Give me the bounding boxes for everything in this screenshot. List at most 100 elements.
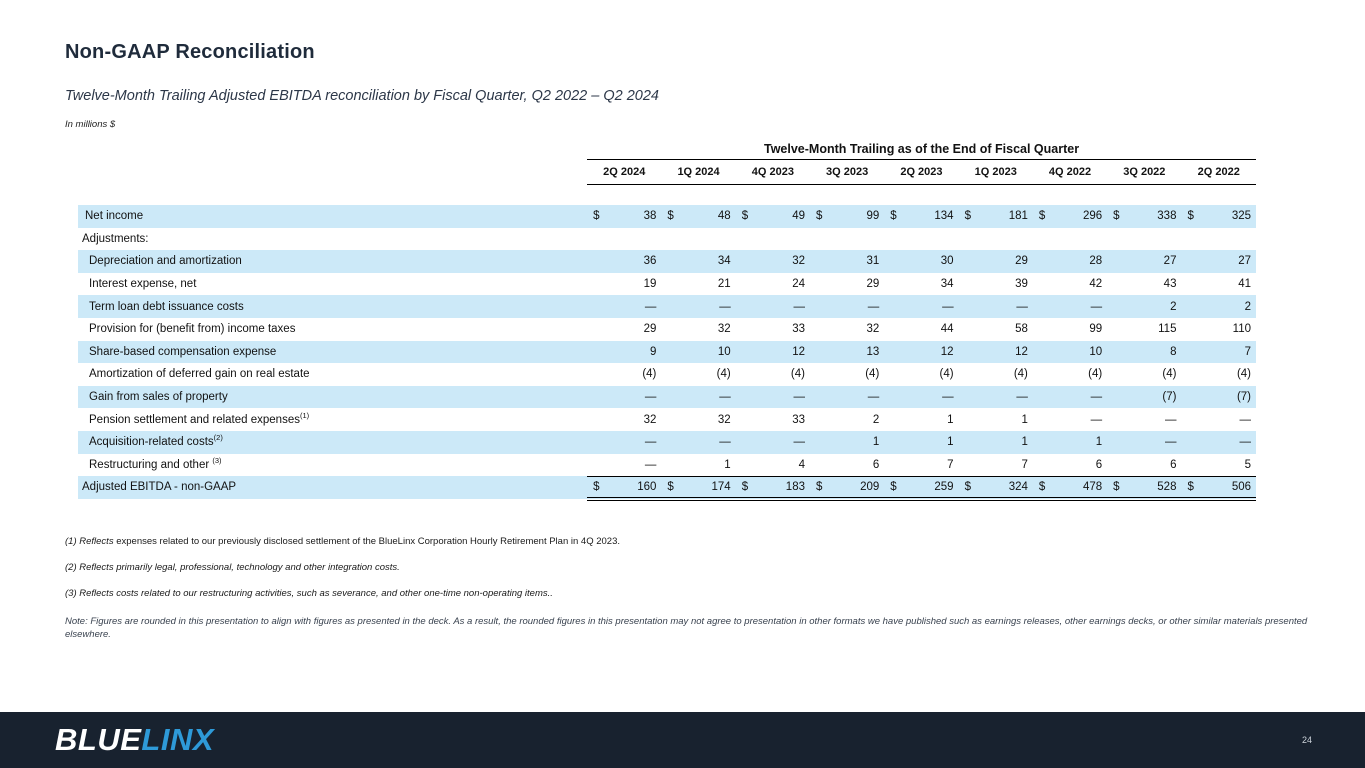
cell-value: 29 xyxy=(1015,255,1028,268)
cell-value: 36 xyxy=(643,255,657,268)
cell-value: — xyxy=(793,300,805,313)
cell-value: 32 xyxy=(717,413,731,426)
table-spanner-header: Twelve-Month Trailing as of the End of F… xyxy=(587,142,1256,160)
cell-value: 32 xyxy=(717,323,731,336)
cell-value: 13 xyxy=(866,345,880,358)
spacer-row xyxy=(78,184,1256,205)
cell-value: 6 xyxy=(1095,458,1103,471)
row-label: Restructuring and other (3) xyxy=(89,456,222,471)
cell-value: 43 xyxy=(1163,278,1177,291)
cell-value: 6 xyxy=(872,458,880,471)
table-row: Adjusted EBITDA - non-GAAP $160 $174 $183 $2… xyxy=(78,475,1256,501)
cell-value: 2 xyxy=(1170,300,1177,313)
row-label: Depreciation and amortization xyxy=(89,255,242,268)
row-label: Adjustments: xyxy=(82,232,149,245)
cell-value xyxy=(959,228,1033,251)
page-number: 24 xyxy=(1301,735,1312,745)
cell-value: 27 xyxy=(1238,255,1251,268)
cell-value: — xyxy=(719,391,731,404)
footnote-2-lead: (2) Reflects primarily legal, profession… xyxy=(65,562,400,573)
cell-value: 1 xyxy=(1021,413,1028,426)
cell-value: (4) xyxy=(790,368,805,381)
footnote-marker: (3) xyxy=(212,456,222,465)
cell-value: (4) xyxy=(1236,368,1251,381)
cell-value: 9 xyxy=(649,345,657,358)
cell-value: — xyxy=(1090,300,1103,313)
table-row: Depreciation and amortization 36 34 32 31 30 2… xyxy=(78,250,1256,273)
cell-value: (4) xyxy=(939,368,954,381)
cell-value: — xyxy=(719,300,731,313)
bluelinx-logo: BLUELINX xyxy=(55,712,214,768)
row-label: Gain from sales of property xyxy=(89,391,228,404)
column-header: 3Q 2022 xyxy=(1107,159,1182,185)
cell-value: 115 xyxy=(1158,323,1177,336)
cell-value: 12 xyxy=(940,345,954,358)
footnote-3: (3) Reflects costs related to our restru… xyxy=(65,588,553,599)
cell-value: 1 xyxy=(1021,436,1028,449)
footnote-3-lead: (3) Reflects costs related to our restru… xyxy=(65,588,553,599)
cell-value: 12 xyxy=(1015,345,1028,358)
column-header: 1Q 2024 xyxy=(661,159,736,185)
column-header-row: 2Q 2024 1Q 2024 4Q 2023 3Q 2023 2Q 2023 1Q 20… xyxy=(78,159,1256,185)
cell-value: $506 xyxy=(1181,475,1256,501)
cell-value: 31 xyxy=(866,255,880,268)
cell-value xyxy=(587,228,661,251)
table-row: Term loan debt issuance costs — — — — — — — 2 2 xyxy=(78,295,1256,318)
units-label: In millions $ xyxy=(65,119,116,130)
cell-value: — xyxy=(1164,436,1177,449)
row-label: Term loan debt issuance costs xyxy=(89,300,244,313)
cell-value: 4 xyxy=(798,458,805,471)
cell-value: — xyxy=(719,436,731,449)
cell-value: $296 xyxy=(1038,210,1103,223)
cell-value: (4) xyxy=(716,368,731,381)
cell-value: $38 xyxy=(593,210,657,223)
cell-value xyxy=(884,228,958,251)
slide-subtitle: Twelve-Month Trailing Adjusted EBITDA re… xyxy=(65,88,659,104)
footnote-2: (2) Reflects primarily legal, profession… xyxy=(65,562,400,573)
cell-value: 7 xyxy=(947,458,954,471)
cell-value: 32 xyxy=(643,413,657,426)
row-label: Amortization of deferred gain on real es… xyxy=(89,368,310,381)
cell-value: 33 xyxy=(792,323,805,336)
table-row: Gain from sales of property — — — — — — — (7) (7) xyxy=(78,385,1256,409)
column-header: 2Q 2024 xyxy=(587,159,662,185)
spanner-row: Twelve-Month Trailing as of the End of F… xyxy=(78,142,1256,160)
footer-bar: BLUELINX 24 xyxy=(0,712,1365,768)
cell-value: 5 xyxy=(1244,458,1251,471)
reconciliation-table-wrap: Twelve-Month Trailing as of the End of F… xyxy=(78,142,1256,501)
cell-value: 39 xyxy=(1015,278,1028,291)
cell-value: 10 xyxy=(717,345,731,358)
row-label: Acquisition-related costs(2) xyxy=(89,433,223,449)
cell-value: — xyxy=(942,391,954,404)
cell-value: 27 xyxy=(1163,255,1177,268)
cell-value: $325 xyxy=(1187,210,1251,223)
cell-value: — xyxy=(1239,413,1252,426)
cell-value: $160 xyxy=(587,475,662,501)
rounding-note: Note: Figures are rounded in this presen… xyxy=(65,616,1308,640)
cell-value: 24 xyxy=(792,278,805,291)
cell-value: — xyxy=(1090,413,1103,426)
table-row: Amortization of deferred gain on real es… xyxy=(78,363,1256,386)
row-label: Provision for (benefit from) income taxe… xyxy=(89,323,296,336)
cell-value: (4) xyxy=(1162,368,1177,381)
cell-value: 1 xyxy=(724,458,731,471)
cell-value: $48 xyxy=(667,210,731,223)
spanner-spacer xyxy=(78,142,587,160)
row-label: Interest expense, net xyxy=(89,278,197,291)
cell-value: 7 xyxy=(1244,345,1251,358)
cell-value: 44 xyxy=(940,323,954,336)
column-header: 2Q 2022 xyxy=(1181,159,1256,185)
cell-value: — xyxy=(793,436,805,449)
cell-value xyxy=(1181,228,1256,251)
cell-value xyxy=(1033,228,1107,251)
table-row: Restructuring and other (3) — 1 4 6 7 7 6 6 5 xyxy=(78,454,1256,477)
cell-value: 110 xyxy=(1232,323,1251,336)
row-label: Pension settlement and related expenses(… xyxy=(89,410,310,426)
cell-value: — xyxy=(1239,436,1252,449)
cell-value: — xyxy=(644,436,657,449)
cell-value: (4) xyxy=(1088,368,1103,381)
row-label: Share-based compensation expense xyxy=(89,345,277,358)
cell-value: — xyxy=(867,300,880,313)
table-row: Interest expense, net 19 21 24 29 34 39 42 43 41 xyxy=(78,273,1256,296)
cell-value xyxy=(661,228,735,251)
